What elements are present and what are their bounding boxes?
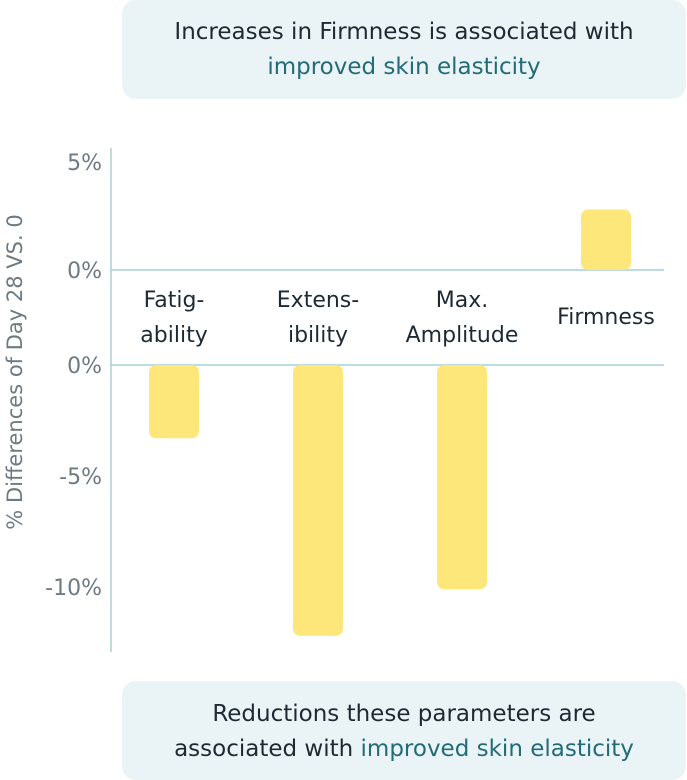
category-label: Amplitude (406, 323, 519, 348)
bottom-callout-line2: associated with improved skin elasticity (122, 732, 686, 767)
top-callout: Increases in Firmness is associated with… (122, 0, 686, 99)
y-tick-label-lower: 0% (67, 354, 102, 379)
bar-4 (581, 209, 631, 270)
category-label: ability (140, 323, 207, 348)
bar-3 (437, 365, 487, 590)
category-label: Firmness (557, 305, 655, 330)
category-label: Extens- (277, 288, 359, 313)
y-tick-label-upper: 0% (67, 259, 102, 284)
category-label: Max. (436, 288, 488, 313)
bottom-callout-line2-text: associated with (174, 736, 354, 762)
y-tick-label-lower: -5% (59, 465, 102, 490)
top-callout-highlight: improved skin elasticity (267, 54, 541, 80)
top-callout-text: Increases in Firmness is associated with (174, 19, 634, 45)
y-tick-label-lower: -10% (45, 576, 102, 601)
y-axis-label: % Differences of Day 28 VS. 0 (3, 214, 27, 529)
category-label: ibility (288, 323, 348, 348)
bottom-callout: Reductions these parameters are associat… (122, 681, 686, 780)
bottom-callout-line1: Reductions these parameters are (212, 701, 596, 727)
bar-1 (149, 365, 199, 439)
bottom-callout-highlight: improved skin elasticity (360, 736, 634, 762)
category-label: Fatig- (144, 288, 205, 313)
bar-2 (293, 365, 343, 636)
y-tick-label-upper: 5% (67, 151, 102, 176)
